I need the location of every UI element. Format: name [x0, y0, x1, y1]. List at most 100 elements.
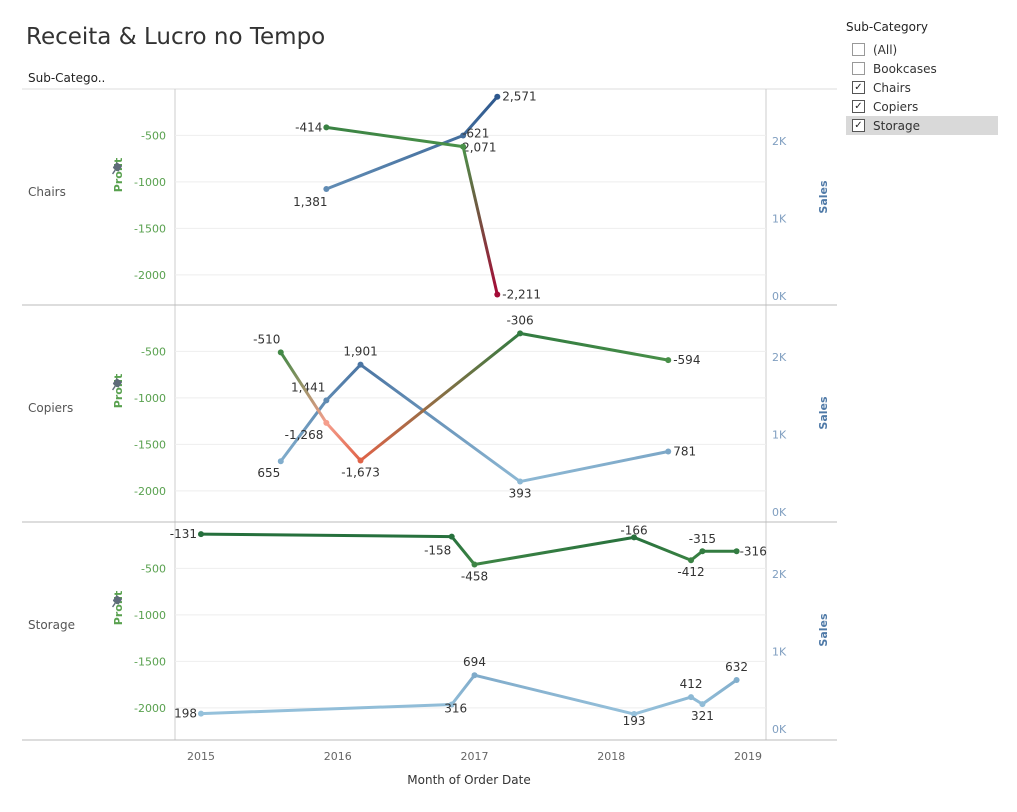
row-header[interactable]: Sub-Catego..	[28, 71, 106, 85]
sales-tick-label: 1K	[772, 213, 787, 226]
pin-needle	[111, 385, 116, 391]
sales-data-label: 2,571	[502, 90, 536, 104]
sales-point[interactable]	[665, 448, 672, 455]
sales-point[interactable]	[699, 701, 706, 708]
sales-tick-label: 2K	[772, 568, 787, 581]
checkbox-icon[interactable]: ✓	[852, 119, 865, 132]
pin-icon[interactable]	[110, 595, 123, 609]
profit-point[interactable]	[631, 534, 638, 541]
sales-point[interactable]	[631, 711, 638, 718]
profit-data-label: -306	[506, 313, 533, 327]
profit-tick-label: -500	[141, 129, 166, 142]
profit-axis-title: Profit	[112, 158, 125, 192]
profit-point[interactable]	[357, 457, 364, 464]
sales-line-segment	[632, 695, 693, 716]
sales-data-label: 316	[444, 702, 467, 716]
filter-item-label: Bookcases	[873, 61, 937, 76]
pin-icon[interactable]	[110, 162, 123, 176]
profit-data-label: -458	[461, 569, 488, 583]
filter-item-storage[interactable]: ✓ Storage	[846, 116, 998, 135]
profit-line-segment	[632, 535, 693, 562]
filter-item-bookcases[interactable]: Bookcases	[846, 59, 998, 78]
checkbox-icon[interactable]	[852, 62, 865, 75]
profit-tick-label: -2000	[134, 269, 166, 282]
profit-data-label: -166	[620, 523, 647, 537]
dashboard-title: Receita & Lucro no Tempo	[26, 24, 326, 50]
profit-point[interactable]	[494, 291, 501, 298]
filter-item-all[interactable]: (All)	[846, 40, 998, 59]
sales-tick-label: 0K	[772, 290, 787, 303]
profit-line-segment	[518, 331, 670, 362]
sales-data-label: 412	[680, 677, 703, 691]
sales-axis-title: Sales	[817, 180, 830, 214]
profit-tick-label: -1000	[134, 176, 166, 189]
sales-tick-label: 1K	[772, 646, 787, 659]
sales-data-label: 2,071	[462, 140, 496, 154]
sales-data-label: 1,901	[343, 345, 377, 359]
sales-point[interactable]	[517, 478, 524, 485]
x-tick-label: 2016	[324, 750, 352, 763]
profit-point[interactable]	[277, 349, 284, 356]
profit-point[interactable]	[688, 557, 695, 564]
profit-data-label: -594	[673, 353, 700, 367]
sales-data-label: 632	[725, 660, 748, 674]
sales-line-segment	[450, 673, 476, 707]
filter-item-copiers[interactable]: ✓ Copiers	[846, 97, 998, 116]
profit-point[interactable]	[198, 531, 204, 538]
profit-data-label: -1,268	[285, 428, 324, 442]
profit-tick-label: -500	[141, 562, 166, 575]
profit-line-segment	[473, 535, 636, 566]
pin-needle	[111, 602, 116, 608]
pin-icon[interactable]	[110, 378, 123, 392]
profit-point[interactable]	[517, 330, 524, 337]
profit-tick-label: -1500	[134, 655, 166, 668]
profit-tick-label: -1500	[134, 222, 166, 235]
x-tick-label: 2019	[734, 750, 762, 763]
filter-item-chairs[interactable]: ✓ Chairs	[846, 78, 998, 97]
sales-axis-title: Sales	[817, 396, 830, 430]
sales-point[interactable]	[277, 458, 284, 465]
sales-point[interactable]	[494, 93, 501, 100]
sales-data-label: 694	[463, 655, 486, 669]
profit-point[interactable]	[733, 548, 740, 555]
sales-data-label: 321	[691, 709, 714, 723]
profit-point[interactable]	[471, 561, 478, 568]
profit-data-label: -414	[295, 120, 322, 134]
checkbox-icon[interactable]: ✓	[852, 81, 865, 94]
profit-point[interactable]	[323, 419, 330, 426]
panel-label-copiers: Copiers	[28, 401, 73, 415]
sales-data-label: 655	[257, 466, 280, 480]
profit-point[interactable]	[699, 548, 706, 555]
sales-point[interactable]	[323, 185, 330, 192]
profit-tick-label: -2000	[134, 702, 166, 715]
sales-line-segment	[199, 703, 454, 716]
sales-point[interactable]	[323, 397, 330, 404]
sales-data-label: 1,381	[293, 195, 327, 209]
filter-item-label: Copiers	[873, 99, 919, 114]
sales-tick-label: 2K	[772, 135, 787, 148]
profit-line-segment	[279, 350, 328, 425]
sales-tick-label: 0K	[772, 723, 787, 736]
profit-data-label: -1,673	[341, 465, 380, 479]
sales-point[interactable]	[733, 677, 740, 684]
pin-head	[112, 378, 122, 388]
profit-data-label: -316	[740, 544, 767, 558]
panel-label-storage: Storage	[28, 618, 75, 632]
sales-axis-title: Sales	[817, 613, 830, 647]
checkbox-icon[interactable]	[852, 43, 865, 56]
sales-line-segment	[518, 449, 670, 484]
sales-point[interactable]	[460, 132, 467, 139]
sales-point[interactable]	[448, 701, 455, 708]
profit-point[interactable]	[665, 357, 672, 364]
sales-data-label: 393	[509, 487, 532, 501]
profit-point[interactable]	[323, 124, 330, 131]
pin-needle	[111, 169, 116, 175]
profit-point[interactable]	[460, 143, 467, 150]
sales-point[interactable]	[471, 672, 478, 679]
sales-point[interactable]	[688, 694, 695, 701]
sales-point[interactable]	[198, 710, 204, 717]
checkbox-icon[interactable]: ✓	[852, 100, 865, 113]
sales-point[interactable]	[357, 361, 364, 368]
profit-point[interactable]	[448, 533, 455, 540]
